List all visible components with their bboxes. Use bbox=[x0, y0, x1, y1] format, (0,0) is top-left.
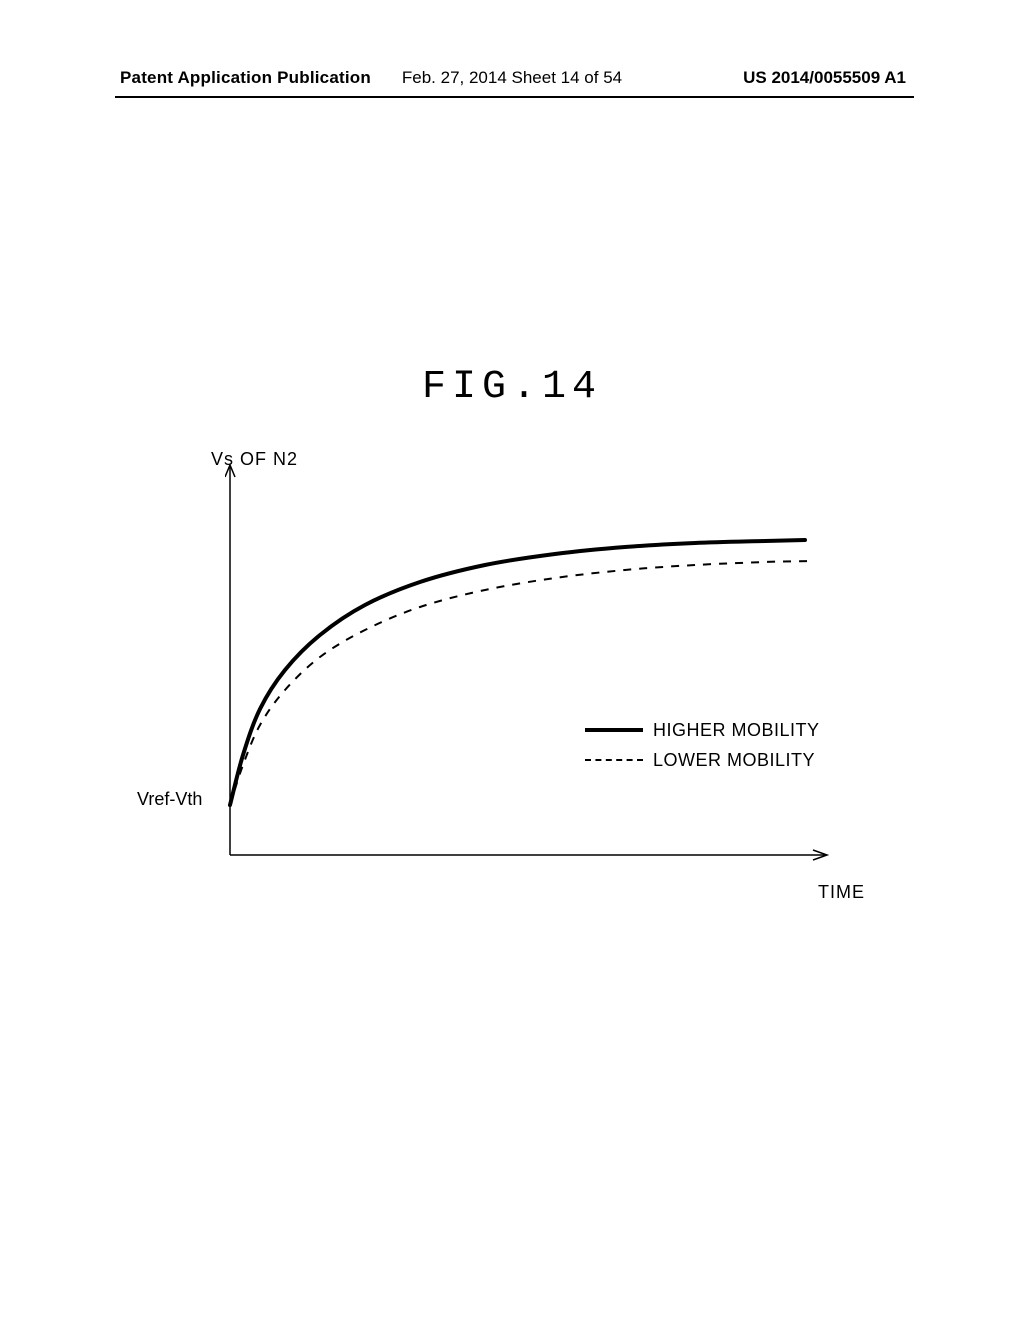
header-rule bbox=[115, 96, 914, 98]
legend-label-lower: LOWER MOBILITY bbox=[653, 750, 815, 771]
chart-svg bbox=[225, 455, 845, 895]
chart: Vs OF N2 Vref-Vth HIGHER MOBILITY LOWER bbox=[225, 455, 845, 895]
figure-title: FIG.14 bbox=[0, 365, 1024, 410]
legend-item-higher: HIGHER MOBILITY bbox=[585, 715, 820, 745]
page: Patent Application Publication Feb. 27, … bbox=[0, 0, 1024, 1320]
legend: HIGHER MOBILITY LOWER MOBILITY bbox=[585, 715, 820, 775]
y-tick-label: Vref-Vth bbox=[137, 789, 202, 810]
legend-swatch-dashed-icon bbox=[585, 759, 643, 761]
header-right: US 2014/0055509 A1 bbox=[743, 68, 906, 88]
legend-item-lower: LOWER MOBILITY bbox=[585, 745, 820, 775]
legend-label-higher: HIGHER MOBILITY bbox=[653, 720, 820, 741]
legend-swatch-solid-icon bbox=[585, 728, 643, 732]
x-axis-label: TIME bbox=[818, 882, 865, 903]
y-axis-label: Vs OF N2 bbox=[211, 449, 298, 470]
